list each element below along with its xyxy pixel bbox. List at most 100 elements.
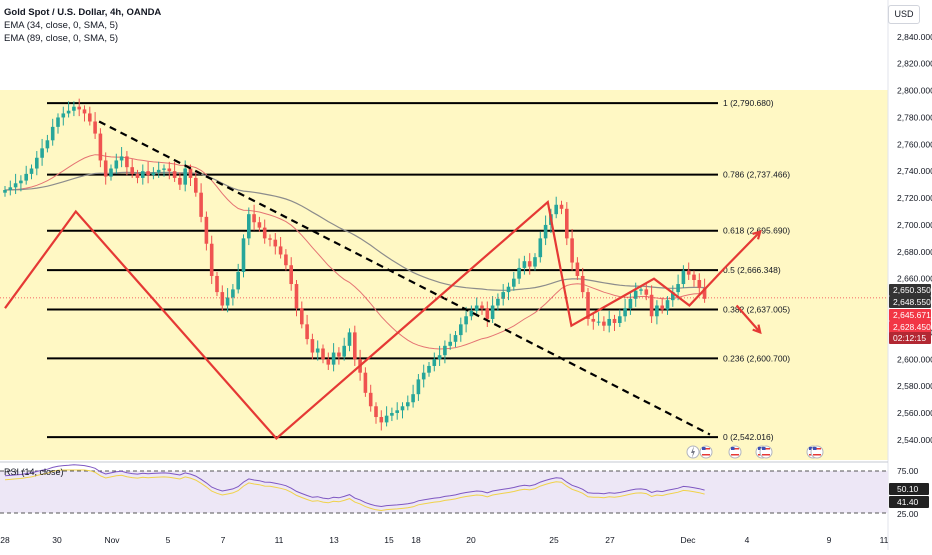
candle[interactable] (284, 249, 288, 271)
candle[interactable] (607, 310, 611, 333)
candle[interactable] (109, 164, 113, 181)
candle[interactable] (315, 340, 320, 361)
candle[interactable] (379, 410, 384, 431)
rsi-line[interactable] (4, 464, 705, 508)
candle[interactable] (416, 374, 421, 401)
candle[interactable] (50, 118, 55, 146)
candle[interactable] (262, 219, 267, 244)
projection-arrow[interactable] (724, 230, 761, 269)
candle[interactable] (72, 101, 76, 117)
candle[interactable] (517, 258, 521, 285)
candle[interactable] (241, 234, 246, 278)
candle[interactable] (331, 343, 336, 372)
candle[interactable] (591, 312, 596, 330)
candle[interactable] (686, 262, 691, 280)
candle[interactable] (368, 384, 373, 412)
candle[interactable] (395, 402, 399, 420)
candle[interactable] (236, 263, 240, 294)
projection-arrow[interactable] (735, 304, 762, 334)
candle[interactable] (570, 228, 574, 271)
candle[interactable] (427, 361, 431, 377)
candle[interactable] (66, 101, 71, 118)
candle[interactable] (8, 180, 13, 196)
candle[interactable] (98, 128, 103, 168)
candle[interactable] (480, 301, 484, 315)
candle[interactable] (167, 161, 172, 180)
candle[interactable] (432, 352, 437, 372)
candle[interactable] (3, 185, 7, 197)
candle[interactable] (278, 237, 283, 259)
candle[interactable] (300, 301, 304, 329)
candle[interactable] (496, 293, 500, 311)
candle[interactable] (580, 267, 585, 298)
candle[interactable] (453, 331, 458, 348)
candle[interactable] (141, 164, 145, 185)
candle[interactable] (194, 171, 198, 197)
candle[interactable] (321, 344, 325, 364)
candle[interactable] (681, 265, 686, 289)
candle[interactable] (273, 232, 278, 255)
flag-icon[interactable] (759, 445, 773, 459)
candle[interactable] (45, 134, 50, 153)
candle[interactable] (400, 402, 405, 419)
candle[interactable] (61, 106, 66, 126)
candle[interactable] (443, 340, 447, 364)
symbol-title[interactable]: Gold Spot / U.S. Dollar, 4h, OANDA (4, 7, 162, 18)
candle[interactable] (596, 312, 601, 326)
candle[interactable] (485, 301, 490, 328)
candle[interactable] (225, 288, 230, 313)
candle[interactable] (135, 169, 140, 184)
candle[interactable] (305, 314, 309, 345)
candle[interactable] (559, 200, 564, 215)
candle[interactable] (146, 161, 150, 184)
candle[interactable] (512, 271, 516, 291)
candle[interactable] (114, 153, 119, 174)
flag-icon[interactable] (810, 445, 824, 459)
candle[interactable] (421, 364, 426, 388)
candle[interactable] (649, 285, 654, 323)
ema89-line[interactable] (4, 171, 705, 291)
candle[interactable] (469, 305, 474, 321)
candle[interactable] (35, 151, 39, 176)
candle[interactable] (172, 161, 177, 182)
candle[interactable] (464, 306, 468, 333)
candle[interactable] (353, 325, 357, 366)
candle[interactable] (289, 257, 293, 291)
candle[interactable] (347, 328, 352, 352)
candle[interactable] (623, 298, 627, 322)
candle[interactable] (644, 282, 649, 301)
candle[interactable] (156, 161, 161, 178)
currency-button[interactable]: USD (888, 5, 920, 24)
candle[interactable] (533, 253, 537, 271)
candle[interactable] (103, 152, 108, 185)
candle[interactable] (474, 297, 479, 317)
candle[interactable] (119, 147, 124, 168)
harmonic-pattern[interactable] (4, 200, 726, 441)
flag-icon[interactable] (728, 445, 742, 459)
candle[interactable] (204, 211, 209, 251)
candle[interactable] (88, 106, 92, 126)
candle[interactable] (538, 231, 543, 263)
candle[interactable] (490, 296, 495, 323)
candle[interactable] (125, 151, 129, 176)
candle[interactable] (612, 314, 617, 332)
candle[interactable] (151, 167, 156, 180)
ema34-legend[interactable]: EMA (34, close, 0, SMA, 5) (4, 20, 119, 31)
candle[interactable] (554, 196, 558, 219)
candle[interactable] (448, 333, 452, 350)
candle[interactable] (130, 159, 134, 178)
candle[interactable] (215, 271, 219, 297)
candle[interactable] (543, 215, 548, 246)
candle[interactable] (199, 183, 203, 223)
candle[interactable] (178, 172, 182, 190)
candle[interactable] (247, 207, 251, 246)
candle[interactable] (326, 352, 331, 370)
candle[interactable] (384, 406, 389, 427)
candle[interactable] (660, 297, 664, 314)
candle[interactable] (231, 284, 235, 306)
ema89-legend[interactable]: EMA (89, close, 0, SMA, 5) (4, 33, 119, 44)
candle[interactable] (665, 296, 670, 315)
candle[interactable] (162, 164, 166, 177)
candle[interactable] (77, 98, 81, 117)
